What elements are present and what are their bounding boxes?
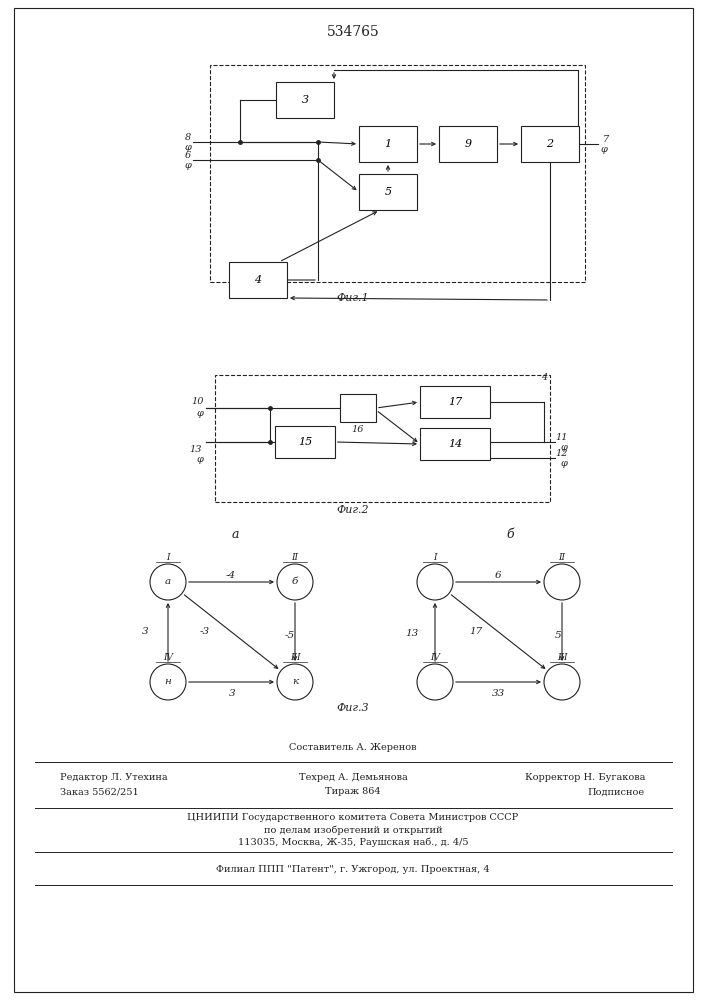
Text: -5: -5 [285,631,295,640]
Circle shape [544,564,580,600]
Text: 5: 5 [385,187,392,197]
Text: φ: φ [185,160,192,169]
Text: Фиг.3: Фиг.3 [337,703,369,713]
Text: Филиал ППП "Патент", г. Ужгород, ул. Проектная, 4: Филиал ППП "Патент", г. Ужгород, ул. Про… [216,865,490,874]
Text: Редактор Л. Утехина: Редактор Л. Утехина [60,774,168,782]
Text: 4: 4 [255,275,262,285]
Bar [521,126,579,162]
Text: 8: 8 [185,132,191,141]
Text: 5: 5 [555,631,561,640]
Circle shape [150,664,186,700]
Circle shape [417,564,453,600]
Bar [420,428,490,460]
Text: 17: 17 [469,628,483,637]
Text: 10: 10 [192,397,204,406]
Text: φ: φ [197,456,204,464]
Text: I: I [166,552,170,562]
Text: б: б [292,578,298,586]
Text: к: к [292,678,298,686]
Text: 14: 14 [448,439,462,449]
Text: 11: 11 [556,432,568,442]
Text: Фиг.2: Фиг.2 [337,505,369,515]
Text: 12: 12 [556,448,568,458]
Text: φ: φ [600,144,607,153]
Bar [210,65,585,282]
Text: а: а [165,578,171,586]
Text: Тираж 864: Тираж 864 [325,788,381,796]
Text: φ: φ [185,142,192,151]
Text: а: а [231,528,239,542]
Bar [359,126,417,162]
Circle shape [277,664,313,700]
Text: φ: φ [197,410,204,418]
Circle shape [150,564,186,600]
Text: II: II [559,552,566,562]
Bar [229,262,287,298]
Text: Фиг.1: Фиг.1 [337,293,369,303]
Text: н: н [165,678,171,686]
Text: Подписное: Подписное [588,788,645,796]
Bar [420,386,490,418]
Text: Заказ 5562/251: Заказ 5562/251 [60,788,139,796]
Text: 3: 3 [301,95,308,105]
Text: 3: 3 [228,690,235,698]
Circle shape [544,664,580,700]
Circle shape [417,664,453,700]
Text: φ: φ [561,458,568,468]
Bar [275,426,334,458]
Bar [215,375,550,502]
Bar [359,174,417,210]
Text: Составитель А. Жеренов: Составитель А. Жеренов [289,744,416,752]
Text: 113035, Москва, Ж-35, Раушская наб., д. 4/5: 113035, Москва, Ж-35, Раушская наб., д. … [238,837,468,847]
Text: 6: 6 [185,150,191,159]
Text: ЦНИИПИ Государственного комитета Совета Министров СССР: ЦНИИПИ Государственного комитета Совета … [187,814,519,822]
Text: 3: 3 [141,628,148,637]
Text: 1: 1 [385,139,392,149]
Text: I: I [433,552,437,562]
Text: 4: 4 [541,373,547,382]
Text: -3: -3 [200,628,210,637]
Text: 6: 6 [495,570,501,580]
Text: -4: -4 [226,570,236,580]
Text: 16: 16 [352,426,364,434]
Text: IV: IV [163,652,173,662]
Text: 15: 15 [298,437,312,447]
Text: 534765: 534765 [327,25,380,39]
Text: по делам изобретений и открытий: по делам изобретений и открытий [264,825,443,835]
Bar [276,82,334,118]
Bar [439,126,497,162]
Text: Техред А. Демьянова: Техред А. Демьянова [298,774,407,782]
Text: 13: 13 [189,446,202,454]
Text: III: III [290,652,300,662]
Text: 13: 13 [405,630,419,639]
Text: 7: 7 [603,134,609,143]
Text: II: II [291,552,298,562]
Text: φ: φ [561,442,568,452]
Text: 33: 33 [491,690,505,698]
Text: III: III [556,652,567,662]
Text: Корректор Н. Бугакова: Корректор Н. Бугакова [525,774,645,782]
Text: 2: 2 [547,139,554,149]
Text: 9: 9 [464,139,472,149]
Text: б: б [506,528,514,542]
Bar [340,394,376,422]
Text: IV: IV [430,652,440,662]
Text: 17: 17 [448,397,462,407]
Circle shape [277,564,313,600]
